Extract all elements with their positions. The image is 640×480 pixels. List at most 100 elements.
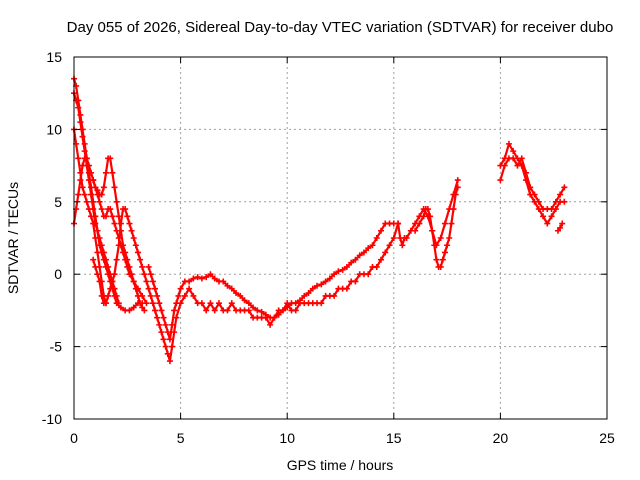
data-point bbox=[399, 242, 406, 249]
data-point bbox=[92, 235, 99, 241]
data-point bbox=[143, 278, 150, 285]
data-point bbox=[111, 271, 118, 278]
data-point bbox=[102, 256, 109, 263]
data-point bbox=[439, 256, 446, 263]
data-point bbox=[326, 275, 333, 282]
data-point bbox=[143, 300, 150, 307]
data-point bbox=[107, 155, 114, 162]
data-point bbox=[352, 256, 359, 263]
data-point bbox=[382, 249, 389, 256]
data-point bbox=[75, 104, 82, 111]
data-point bbox=[173, 314, 180, 321]
y-tick-label: 5 bbox=[54, 194, 62, 210]
data-point bbox=[454, 177, 461, 184]
data-point bbox=[152, 285, 159, 292]
data-point bbox=[335, 268, 342, 275]
data-point bbox=[88, 191, 95, 198]
data-point bbox=[94, 227, 101, 234]
data-point bbox=[224, 307, 231, 314]
data-point bbox=[522, 177, 529, 184]
data-point bbox=[130, 235, 137, 241]
data-point bbox=[98, 191, 105, 198]
data-point bbox=[228, 300, 235, 307]
data-point bbox=[77, 177, 84, 184]
data-point bbox=[122, 206, 129, 213]
data-point bbox=[318, 281, 325, 288]
data-point bbox=[557, 224, 564, 231]
data-point bbox=[171, 307, 178, 314]
data-point bbox=[126, 307, 133, 314]
data-point bbox=[92, 263, 99, 270]
data-point bbox=[162, 321, 169, 328]
data-point bbox=[452, 191, 459, 198]
data-point bbox=[233, 290, 240, 297]
data-point bbox=[431, 242, 438, 249]
data-point bbox=[211, 275, 218, 282]
data-point bbox=[130, 304, 137, 311]
data-point bbox=[81, 191, 88, 198]
data-point bbox=[356, 252, 363, 259]
data-point bbox=[540, 213, 547, 220]
x-tick-label: 15 bbox=[386, 430, 402, 446]
data-point bbox=[292, 300, 299, 307]
data-point bbox=[111, 220, 118, 227]
data-point bbox=[79, 184, 86, 191]
data-point bbox=[154, 292, 161, 299]
data-point bbox=[105, 263, 112, 270]
data-point bbox=[137, 256, 144, 263]
x-tick-label: 0 bbox=[70, 430, 78, 446]
data-point bbox=[149, 278, 156, 285]
data-point bbox=[331, 271, 338, 278]
data-point bbox=[454, 184, 461, 191]
data-point bbox=[373, 263, 380, 270]
data-point bbox=[390, 235, 397, 241]
data-point bbox=[126, 263, 133, 270]
data-point bbox=[254, 307, 261, 314]
data-point bbox=[79, 162, 86, 169]
data-point bbox=[416, 220, 423, 227]
data-point bbox=[352, 278, 359, 285]
data-point bbox=[194, 274, 201, 281]
data-point bbox=[450, 206, 457, 213]
x-tick-label: 5 bbox=[177, 430, 185, 446]
data-point bbox=[124, 213, 131, 220]
data-point bbox=[145, 263, 152, 270]
data-point bbox=[186, 278, 193, 285]
data-point bbox=[94, 271, 101, 278]
data-point bbox=[224, 282, 231, 289]
data-point bbox=[100, 249, 107, 256]
data-point bbox=[501, 155, 508, 162]
data-point bbox=[109, 169, 116, 176]
y-axis-label: SDTVAR / TECUs bbox=[5, 182, 21, 294]
data-point bbox=[552, 206, 559, 213]
data-point bbox=[309, 285, 316, 292]
series-track-3 bbox=[72, 129, 108, 304]
data-point bbox=[117, 220, 124, 227]
data-point bbox=[198, 275, 205, 282]
data-point bbox=[147, 292, 154, 299]
x-tick-label: 20 bbox=[493, 430, 509, 446]
data-point bbox=[98, 242, 105, 249]
data-point bbox=[318, 300, 325, 307]
y-tick-label: -10 bbox=[42, 411, 62, 427]
data-point bbox=[301, 292, 308, 299]
data-point bbox=[75, 155, 82, 162]
data-point bbox=[339, 266, 346, 273]
data-point bbox=[175, 292, 182, 299]
data-point bbox=[88, 169, 95, 176]
data-point bbox=[427, 213, 434, 220]
data-point bbox=[115, 213, 122, 220]
data-point bbox=[220, 278, 227, 285]
data-point bbox=[373, 235, 380, 241]
data-point bbox=[122, 249, 129, 256]
data-point bbox=[113, 198, 120, 205]
data-point bbox=[90, 177, 97, 184]
data-point bbox=[96, 198, 103, 205]
data-point bbox=[441, 249, 448, 256]
data-point bbox=[105, 292, 112, 299]
data-point bbox=[424, 206, 431, 213]
data-point bbox=[134, 249, 141, 256]
data-point bbox=[403, 235, 410, 241]
data-point bbox=[559, 220, 566, 227]
data-point bbox=[83, 155, 90, 162]
